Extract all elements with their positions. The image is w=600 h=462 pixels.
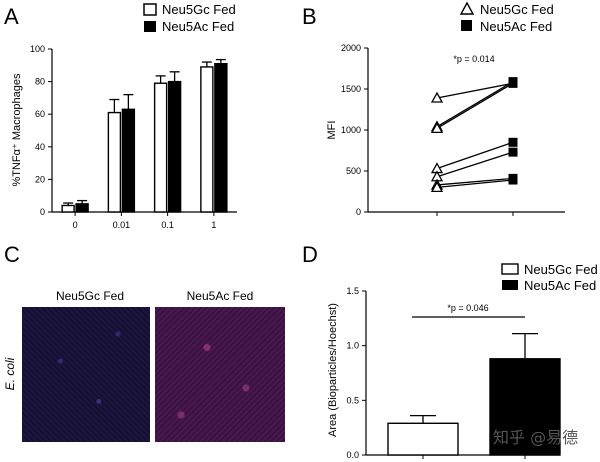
y-tick-label-a: 80 [35, 77, 45, 87]
y-tick-label-d: 1.5 [346, 286, 359, 296]
legend-a-gc-label: Neu5Gc Fed [162, 2, 236, 17]
point-neu5gc-b [430, 181, 444, 193]
micrograph-label-neu5ac: Neu5Ac Fed [187, 289, 254, 303]
legend-d-ac-swatch [502, 280, 518, 290]
y-tick-label-b: 2000 [341, 43, 361, 53]
y-axis-label-d: Area (Bioparticles/Hoechst) [327, 303, 339, 437]
bar-a-neu5gc [153, 82, 168, 213]
legend-b-triangle-icon [459, 1, 475, 15]
legend-b-ac-label: Neu5Ac Fed [480, 19, 552, 34]
legend-d-gc-swatch [501, 263, 519, 275]
micrograph-neu5gc-ecoli [22, 307, 150, 442]
panel-letter-b: B [302, 4, 317, 29]
x-tick-label-a: 0.01 [113, 220, 131, 230]
y-tick-label-a: 40 [35, 142, 45, 152]
bar-d-neu5gc [387, 422, 459, 456]
point-neu5gc-b [430, 122, 444, 134]
pair-line-b [436, 179, 514, 189]
pair-line-b [436, 151, 514, 178]
y-axis-label-a: %TNFα⁺ Macrophages [11, 73, 23, 187]
legend-a-ac-swatch [144, 21, 156, 32]
pair-line-b [436, 82, 514, 129]
x-tick-label-a: 1 [211, 220, 216, 230]
micrograph-label-neu5gc: Neu5Gc Fed [56, 289, 124, 303]
y-tick-label-b: 1500 [341, 84, 361, 94]
bar-a-neu5ac [121, 108, 136, 213]
bar-a-neu5ac [167, 80, 182, 213]
y-tick-label-d: 0.5 [346, 395, 359, 405]
point-neu5ac-b [508, 137, 518, 147]
bar-a-neu5gc [61, 204, 75, 213]
panel-a-bar-chart: Neu5Gc Fed Neu5Ac Fed %TNFα⁺ Macrophages… [11, 2, 237, 230]
y-tick-label-a: 100 [30, 44, 45, 54]
point-neu5ac-b [508, 175, 518, 185]
point-neu5ac-b [508, 147, 518, 157]
annotation-b: *p = 0.014 [453, 54, 494, 64]
y-tick-label-b: 1000 [341, 125, 361, 135]
pair-line-b [436, 82, 514, 99]
legend-b-gc-label: Neu5Gc Fed [480, 2, 554, 17]
pair-line-b [436, 177, 514, 186]
y-tick-label-d: 0.0 [346, 450, 359, 460]
y-tick-label-a: 60 [35, 109, 45, 119]
y-tick-label-b: 500 [346, 166, 361, 176]
y-tick-label-a: 20 [35, 174, 45, 184]
point-neu5ac-b [508, 78, 518, 88]
y-tick-label-d: 1.0 [346, 341, 359, 351]
point-neu5gc-b [430, 91, 444, 103]
panel-letter-a: A [4, 4, 19, 29]
micrograph-row-label: E. coli [3, 357, 17, 390]
micrograph-neu5ac-ecoli [155, 307, 285, 442]
y-tick-label-b: 0 [356, 207, 361, 217]
watermark: 知乎 @易德 [493, 428, 579, 447]
panel-d-bar-chart: Neu5Gc Fed Neu5Ac Fed Area (Bioparticles… [327, 262, 598, 460]
legend-a-ac-label: Neu5Ac Fed [162, 19, 234, 34]
panel-b-paired-chart: Neu5Gc Fed Neu5Ac Fed MFI *p = 0.014 0 50… [326, 1, 565, 217]
bar-a-neu5ac [75, 203, 89, 213]
x-tick-label-a: 0.1 [161, 220, 174, 230]
y-tick-label-a: 0 [40, 207, 45, 217]
y-axis-label-b: MFI [326, 121, 338, 140]
bar-a-neu5gc [107, 111, 122, 213]
panel-letter-c: C [4, 242, 20, 267]
pair-line-b [436, 141, 514, 170]
panel-letter-d: D [302, 242, 318, 267]
legend-d-ac-label: Neu5Ac Fed [524, 278, 596, 293]
annotation-d: *p = 0.046 [447, 303, 488, 313]
bar-a-neu5ac [214, 62, 228, 213]
panel-c-micrographs: Neu5Gc Fed Neu5Ac Fed E. coli [3, 289, 253, 390]
x-tick-label-a: 0 [73, 220, 78, 230]
legend-b-square-icon [461, 20, 472, 31]
legend-d-gc-label: Neu5Gc Fed [524, 262, 598, 277]
pair-line-b [436, 81, 514, 128]
legend-a-gc-swatch [143, 3, 157, 16]
bar-a-neu5gc [200, 66, 214, 213]
